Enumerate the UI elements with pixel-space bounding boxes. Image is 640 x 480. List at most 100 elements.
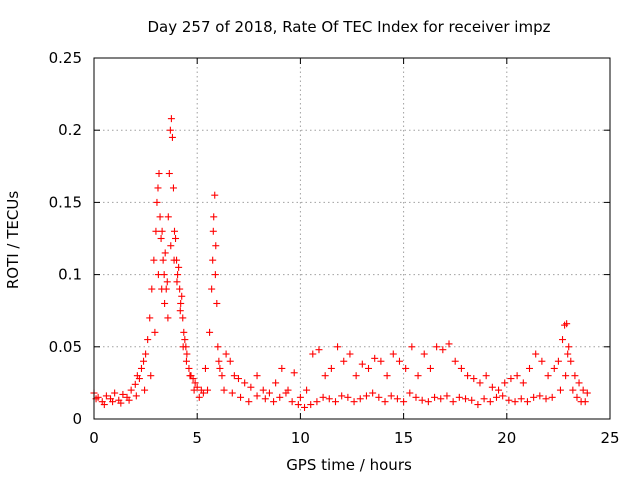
data-point — [495, 386, 503, 394]
data-point — [161, 299, 169, 307]
data-point — [449, 398, 457, 406]
data-point — [550, 364, 558, 372]
data-point — [216, 364, 224, 372]
data-point — [211, 271, 219, 279]
data-point — [175, 263, 183, 271]
data-point — [154, 271, 162, 279]
data-point — [426, 364, 434, 372]
data-point — [172, 235, 180, 242]
data-point — [169, 184, 177, 192]
data-point — [562, 372, 570, 380]
data-point — [517, 395, 525, 403]
data-point — [166, 126, 174, 134]
data-point — [164, 213, 172, 221]
data-point — [455, 393, 463, 401]
data-point — [325, 395, 333, 403]
data-point — [499, 392, 507, 400]
data-point — [344, 393, 352, 401]
x-axis-label: GPS time / hours — [286, 456, 412, 474]
data-point — [369, 389, 377, 397]
data-point — [186, 372, 194, 380]
data-point — [199, 389, 207, 397]
data-point — [183, 350, 191, 358]
data-point — [402, 364, 410, 372]
x-tick-label: 0 — [89, 429, 99, 447]
data-point — [146, 314, 154, 322]
data-point — [182, 357, 190, 365]
data-point — [201, 364, 209, 372]
data-point — [218, 372, 226, 380]
data-point — [226, 357, 234, 365]
data-point — [158, 227, 166, 235]
data-point — [375, 393, 383, 401]
y-tick-label: 0.05 — [49, 338, 82, 356]
data-point — [563, 320, 571, 328]
data-point — [247, 383, 255, 391]
data-point — [381, 398, 389, 406]
data-point — [424, 398, 432, 406]
data-point — [408, 343, 416, 351]
data-point — [358, 360, 366, 368]
data-point — [389, 350, 397, 358]
data-point — [488, 383, 496, 391]
data-point — [573, 393, 581, 401]
data-point — [443, 392, 451, 400]
data-point — [486, 398, 494, 406]
data-point — [157, 235, 165, 242]
x-tick-label: 20 — [497, 429, 516, 447]
data-point — [420, 350, 428, 358]
data-point — [288, 398, 296, 406]
data-point — [371, 354, 379, 362]
data-point — [567, 357, 575, 365]
data-point — [210, 213, 218, 221]
data-point — [167, 242, 175, 250]
data-points — [90, 115, 591, 411]
data-point — [163, 278, 171, 286]
data-point — [334, 343, 342, 351]
data-point — [152, 227, 160, 235]
data-point — [147, 372, 155, 380]
data-point — [155, 170, 163, 178]
data-point — [327, 364, 335, 372]
data-point — [276, 393, 284, 401]
data-point — [176, 285, 184, 293]
data-point — [170, 256, 178, 264]
data-point — [153, 198, 161, 206]
data-point — [505, 396, 513, 404]
data-point — [170, 227, 178, 235]
data-point — [270, 398, 278, 406]
data-point — [362, 392, 370, 400]
data-point — [482, 372, 490, 380]
data-point — [350, 398, 358, 406]
data-point — [241, 379, 249, 387]
data-point — [538, 357, 546, 365]
data-point — [301, 403, 309, 411]
data-point — [142, 350, 150, 358]
data-point — [206, 328, 214, 336]
data-point — [282, 389, 290, 397]
data-point — [191, 379, 199, 387]
data-point — [457, 364, 465, 372]
data-point — [542, 395, 550, 403]
data-point — [178, 292, 186, 300]
data-point — [536, 392, 544, 400]
data-point — [581, 398, 589, 406]
data-point — [245, 398, 253, 406]
data-point — [220, 386, 228, 394]
data-point — [579, 386, 587, 394]
data-point — [159, 256, 167, 264]
data-point — [365, 364, 373, 372]
data-point — [575, 379, 583, 387]
data-point — [492, 393, 500, 401]
data-point — [526, 364, 534, 372]
data-point — [470, 375, 478, 383]
data-point — [259, 386, 267, 394]
data-point — [111, 389, 119, 397]
data-point — [309, 350, 317, 358]
data-point — [278, 364, 286, 372]
data-point — [161, 249, 169, 257]
data-point — [296, 393, 304, 401]
data-point — [439, 346, 447, 354]
data-point — [331, 398, 339, 406]
